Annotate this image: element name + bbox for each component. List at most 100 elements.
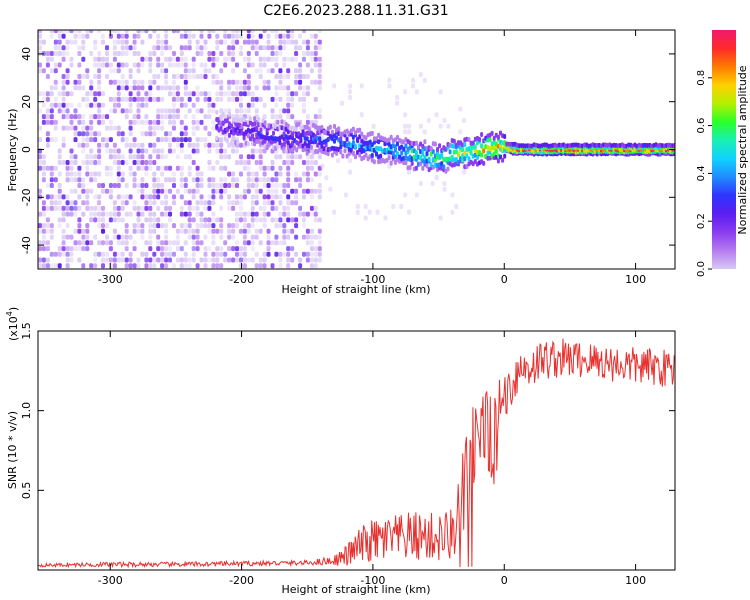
- spectrogram-cell: [57, 200, 62, 206]
- spectrogram-cell: [45, 246, 50, 252]
- spectrogram-cell: [156, 234, 161, 240]
- spectrogram-cell: [290, 246, 295, 252]
- spectrogram-cell: [278, 223, 283, 229]
- spectrogram-cell: [259, 127, 263, 133]
- spectrogram-cell: [140, 165, 145, 171]
- spectrogram-cell: [302, 223, 306, 229]
- spectrogram-cell: [250, 217, 255, 223]
- spectrogram-cell: [305, 114, 310, 120]
- spectrogram-cell: [93, 45, 98, 51]
- spectrogram-cell: [136, 62, 141, 68]
- spectrogram-cell: [473, 144, 477, 150]
- spectrogram-cell: [278, 114, 283, 120]
- spectrogram-cell: [317, 108, 322, 114]
- spectrogram-cell: [254, 188, 259, 194]
- spectrogram-cell: [101, 91, 105, 97]
- spectrogram-cell: [112, 79, 117, 85]
- spectrogram-cell: [282, 240, 287, 246]
- spectrogram-cell: [116, 33, 121, 39]
- spectrogram-cell: [61, 234, 66, 240]
- colorbar: 0.00.20.40.60.8 Normalized spectral ampl…: [696, 30, 749, 277]
- spectrogram-cell: [112, 30, 117, 34]
- spectrogram-cell: [179, 33, 184, 39]
- spectrogram-cell: [136, 154, 141, 160]
- spectrogram-cell: [262, 251, 267, 257]
- spectrogram-cell: [258, 257, 263, 263]
- spectrogram-cell: [81, 96, 86, 102]
- spectrogram-cell: [116, 30, 121, 34]
- spectrogram-cell: [211, 183, 216, 188]
- spectrogram-cell: [191, 177, 196, 183]
- spectrogram-cell: [298, 263, 303, 269]
- spectrogram-cell: [266, 85, 271, 91]
- spectrogram-cell: [309, 228, 314, 234]
- spectrogram-cell: [120, 79, 125, 85]
- spectrogram-cell: [278, 263, 283, 269]
- spectrogram-cell: [183, 263, 188, 269]
- spectrogram-cell: [183, 30, 188, 34]
- spectrogram-cell: [124, 96, 129, 102]
- spectrogram-cell: [480, 152, 484, 158]
- spectrogram-cell: [65, 74, 70, 79]
- spectrogram-cell: [77, 114, 82, 120]
- spectrogram-cell: [65, 171, 70, 177]
- spectrogram-cell: [387, 77, 392, 83]
- spectrogram-cell: [242, 56, 247, 62]
- spectrogram-cell: [65, 125, 70, 131]
- spectrogram-cell: [274, 188, 279, 194]
- spectrogram-cell: [358, 152, 362, 158]
- spectrogram-cell: [219, 91, 224, 97]
- spectrogram-cell: [49, 177, 54, 183]
- spectrogram-cell: [144, 148, 149, 154]
- spectrogram-cell: [270, 188, 275, 194]
- spectrogram-cell: [235, 240, 239, 246]
- spectrogram-cell: [124, 79, 129, 85]
- spectrogram-cell: [339, 136, 343, 142]
- spectrogram-cell: [136, 183, 141, 188]
- snr-multiplier-base: (x10: [7, 316, 20, 341]
- spectrogram-cell: [179, 165, 184, 171]
- spectrogram-cell: [262, 85, 267, 91]
- spectrogram-cell: [93, 154, 98, 160]
- spectrogram-cell: [246, 51, 251, 56]
- spectrogram-cell: [101, 188, 105, 194]
- spectrogram-cell: [168, 211, 172, 217]
- spectrogram-cell: [280, 119, 284, 125]
- spectrogram-cell: [239, 217, 243, 223]
- spectrogram-cell: [199, 108, 204, 114]
- spectrogram-cell: [45, 91, 50, 97]
- spectrogram-cell: [124, 183, 129, 188]
- spectrogram-cell: [144, 205, 149, 211]
- spectrogram-cell: [57, 62, 62, 68]
- spectrogram-cell: [227, 154, 232, 160]
- spectrogram-cell: [324, 175, 329, 181]
- spectrogram-cell: [207, 257, 212, 263]
- spectrogram-cell: [266, 246, 271, 252]
- spectrogram-cell: [265, 145, 269, 151]
- spectrogram-cell: [116, 177, 121, 183]
- spectrogram-cell: [330, 129, 334, 135]
- spectrogram-cell: [503, 134, 507, 139]
- spectrogram-cell: [97, 148, 102, 154]
- spectrogram-cell: [152, 194, 157, 200]
- spectrogram-cell: [45, 194, 50, 200]
- spectrogram-cell: [179, 148, 184, 154]
- spectrogram-cell: [53, 62, 58, 68]
- spectrogram-cell: [215, 39, 220, 45]
- spectrogram-cell: [239, 228, 243, 234]
- spectrogram-cell: [270, 108, 275, 114]
- spectrogram-cell: [81, 263, 86, 269]
- spectrogram-cell: [203, 114, 208, 120]
- spectrogram-cell: [290, 188, 295, 194]
- spectrogram-cell: [309, 263, 314, 269]
- spectrogram-cell: [250, 91, 255, 97]
- spectrogram-cell: [89, 85, 94, 91]
- spectrogram-cell: [61, 194, 66, 200]
- spectrogram-cell: [93, 205, 98, 211]
- spectrogram-cell: [231, 246, 236, 252]
- spectrogram-cell: [73, 137, 78, 143]
- spectrogram-cell: [148, 56, 153, 62]
- spectrogram-cell: [266, 194, 271, 200]
- spectrogram-cell: [120, 62, 125, 68]
